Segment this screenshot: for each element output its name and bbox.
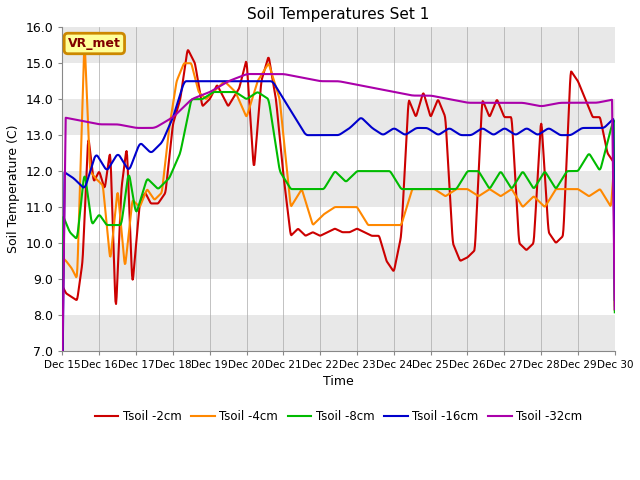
Tsoil -32cm (115, 122, 123, 128)
Tsoil -8cm (500, 173, 508, 179)
Tsoil -16cm (59, 384, 67, 390)
Tsoil -32cm (490, 100, 497, 106)
Tsoil -32cm (59, 357, 67, 363)
Tsoil -32cm (611, 306, 619, 312)
Tsoil -4cm (500, 192, 508, 197)
Tsoil -16cm (490, 132, 497, 137)
Bar (63, 135, 615, 171)
Tsoil -16cm (611, 297, 619, 303)
Tsoil -8cm (490, 180, 497, 185)
X-axis label: Time: Time (323, 375, 354, 388)
Tsoil -2cm (438, 107, 446, 112)
Tsoil -4cm (115, 204, 123, 210)
Line: Tsoil -2cm: Tsoil -2cm (63, 50, 615, 392)
Tsoil -8cm (115, 222, 123, 228)
Tsoil -2cm (611, 307, 619, 313)
Tsoil -4cm (438, 192, 446, 197)
Tsoil -32cm (500, 100, 508, 106)
Bar (63, 171, 615, 207)
Bar (63, 99, 615, 135)
Tsoil -16cm (282, 101, 290, 107)
Tsoil -2cm (115, 244, 123, 250)
Line: Tsoil -32cm: Tsoil -32cm (63, 74, 615, 360)
Tsoil -2cm (184, 48, 192, 53)
Tsoil -8cm (611, 310, 619, 315)
Tsoil -4cm (59, 370, 67, 375)
Y-axis label: Soil Temperature (C): Soil Temperature (C) (7, 125, 20, 253)
Tsoil -8cm (59, 368, 67, 373)
Tsoil -2cm (282, 197, 290, 203)
Line: Tsoil -4cm: Tsoil -4cm (63, 48, 615, 372)
Tsoil -8cm (211, 89, 219, 95)
Tsoil -8cm (303, 186, 310, 192)
Bar (63, 63, 615, 99)
Tsoil -32cm (438, 95, 446, 101)
Bar (63, 243, 615, 279)
Tsoil -4cm (81, 46, 88, 51)
Tsoil -2cm (59, 389, 67, 395)
Tsoil -2cm (490, 104, 497, 110)
Tsoil -32cm (303, 75, 310, 81)
Tsoil -16cm (438, 130, 446, 135)
Title: Soil Temperatures Set 1: Soil Temperatures Set 1 (248, 7, 430, 22)
Bar (63, 315, 615, 351)
Tsoil -16cm (500, 126, 508, 132)
Tsoil -32cm (246, 71, 253, 77)
Tsoil -32cm (282, 72, 290, 77)
Tsoil -16cm (303, 132, 310, 137)
Bar (63, 27, 615, 63)
Tsoil -8cm (438, 186, 446, 192)
Tsoil -2cm (500, 113, 508, 119)
Tsoil -4cm (611, 303, 619, 309)
Tsoil -16cm (115, 152, 123, 158)
Tsoil -2cm (303, 232, 310, 238)
Line: Tsoil -8cm: Tsoil -8cm (63, 92, 615, 371)
Text: VR_met: VR_met (68, 37, 121, 50)
Tsoil -4cm (303, 201, 310, 206)
Tsoil -8cm (282, 179, 290, 185)
Tsoil -4cm (282, 161, 290, 167)
Line: Tsoil -16cm: Tsoil -16cm (63, 81, 615, 387)
Legend: Tsoil -2cm, Tsoil -4cm, Tsoil -8cm, Tsoil -16cm, Tsoil -32cm: Tsoil -2cm, Tsoil -4cm, Tsoil -8cm, Tsoi… (90, 405, 588, 428)
Bar (63, 207, 615, 243)
Tsoil -4cm (490, 189, 497, 194)
Tsoil -16cm (182, 78, 190, 84)
Bar (63, 279, 615, 315)
